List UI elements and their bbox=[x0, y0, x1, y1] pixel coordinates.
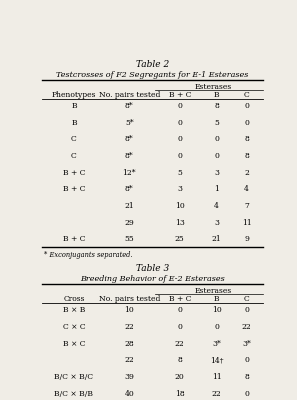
Text: 10: 10 bbox=[175, 202, 185, 210]
Text: 39: 39 bbox=[124, 373, 134, 381]
Text: 40: 40 bbox=[124, 390, 134, 398]
Text: B + C: B + C bbox=[63, 169, 85, 177]
Text: 8*: 8* bbox=[125, 152, 134, 160]
Text: 21: 21 bbox=[212, 235, 222, 243]
Text: B + C: B + C bbox=[63, 235, 85, 243]
Text: 0: 0 bbox=[177, 136, 182, 144]
Text: 5: 5 bbox=[214, 119, 219, 127]
Text: 22: 22 bbox=[242, 323, 252, 331]
Text: 10: 10 bbox=[124, 306, 134, 314]
Text: 9: 9 bbox=[244, 235, 249, 243]
Text: 3*: 3* bbox=[212, 340, 221, 348]
Text: Testcrosses of F2 Segregants for E-1 Esterases: Testcrosses of F2 Segregants for E-1 Est… bbox=[56, 71, 248, 79]
Text: B + C: B + C bbox=[169, 295, 191, 303]
Text: B/C × B/C: B/C × B/C bbox=[54, 373, 94, 381]
Text: 0: 0 bbox=[244, 390, 249, 398]
Text: 11: 11 bbox=[212, 373, 222, 381]
Text: 0: 0 bbox=[244, 119, 249, 127]
Text: 21: 21 bbox=[124, 202, 134, 210]
Text: B/C × B/B: B/C × B/B bbox=[54, 390, 94, 398]
Text: 8: 8 bbox=[244, 136, 249, 144]
Text: B + C: B + C bbox=[169, 91, 191, 99]
Text: 5*: 5* bbox=[125, 119, 134, 127]
Text: 8: 8 bbox=[177, 356, 182, 364]
Text: C × C: C × C bbox=[63, 323, 85, 331]
Text: 0: 0 bbox=[244, 306, 249, 314]
Text: No. pairs tested: No. pairs tested bbox=[99, 91, 160, 99]
Text: Cross: Cross bbox=[63, 295, 85, 303]
Text: 55: 55 bbox=[124, 235, 134, 243]
Text: 1: 1 bbox=[214, 185, 219, 193]
Text: * Exconjugants separated.: * Exconjugants separated. bbox=[44, 251, 132, 259]
Text: 20: 20 bbox=[175, 373, 185, 381]
Text: 2: 2 bbox=[244, 169, 249, 177]
Text: 4: 4 bbox=[244, 185, 249, 193]
Text: 8: 8 bbox=[244, 373, 249, 381]
Text: Table 2: Table 2 bbox=[136, 60, 169, 69]
Text: B × B: B × B bbox=[63, 306, 85, 314]
Text: 0: 0 bbox=[214, 152, 219, 160]
Text: 3: 3 bbox=[214, 169, 219, 177]
Text: 7: 7 bbox=[244, 202, 249, 210]
Text: 4: 4 bbox=[214, 202, 219, 210]
Text: 3*: 3* bbox=[242, 340, 251, 348]
Text: 10: 10 bbox=[212, 306, 222, 314]
Text: 0: 0 bbox=[177, 119, 182, 127]
Text: 8*: 8* bbox=[125, 136, 134, 144]
Text: 8*: 8* bbox=[125, 185, 134, 193]
Text: Breeding Behavior of E-2 Esterases: Breeding Behavior of E-2 Esterases bbox=[80, 275, 225, 283]
Text: Esterases: Esterases bbox=[195, 83, 232, 91]
Text: 0: 0 bbox=[177, 102, 182, 110]
Text: C: C bbox=[71, 152, 77, 160]
Text: 22: 22 bbox=[124, 323, 134, 331]
Text: C: C bbox=[71, 136, 77, 144]
Text: 22: 22 bbox=[124, 356, 134, 364]
Text: 3: 3 bbox=[177, 185, 182, 193]
Text: 29: 29 bbox=[124, 219, 134, 227]
Text: 8*: 8* bbox=[125, 102, 134, 110]
Text: 0: 0 bbox=[244, 102, 249, 110]
Text: B: B bbox=[71, 119, 77, 127]
Text: 22: 22 bbox=[175, 340, 185, 348]
Text: 28: 28 bbox=[124, 340, 134, 348]
Text: 25: 25 bbox=[175, 235, 185, 243]
Text: Phenotypes: Phenotypes bbox=[52, 91, 96, 99]
Text: 0: 0 bbox=[244, 356, 249, 364]
Text: 18: 18 bbox=[175, 390, 185, 398]
Text: 22: 22 bbox=[212, 390, 222, 398]
Text: 0: 0 bbox=[177, 152, 182, 160]
Text: Table 3: Table 3 bbox=[136, 264, 169, 274]
Text: 8: 8 bbox=[244, 152, 249, 160]
Text: B: B bbox=[71, 102, 77, 110]
Text: B + C: B + C bbox=[63, 185, 85, 193]
Text: 13: 13 bbox=[175, 219, 185, 227]
Text: No. pairs tested: No. pairs tested bbox=[99, 295, 160, 303]
Text: 0: 0 bbox=[177, 323, 182, 331]
Text: C: C bbox=[244, 295, 249, 303]
Text: 3: 3 bbox=[214, 219, 219, 227]
Text: 0: 0 bbox=[177, 306, 182, 314]
Text: B: B bbox=[214, 91, 219, 99]
Text: C: C bbox=[244, 91, 249, 99]
Text: B: B bbox=[214, 295, 219, 303]
Text: B × C: B × C bbox=[63, 340, 85, 348]
Text: Esterases: Esterases bbox=[195, 287, 232, 295]
Text: 14†: 14† bbox=[210, 356, 223, 364]
Text: 5: 5 bbox=[177, 169, 182, 177]
Text: 8: 8 bbox=[214, 102, 219, 110]
Text: 11: 11 bbox=[242, 219, 252, 227]
Text: 0: 0 bbox=[214, 323, 219, 331]
Text: 12*: 12* bbox=[122, 169, 136, 177]
Text: 0: 0 bbox=[214, 136, 219, 144]
